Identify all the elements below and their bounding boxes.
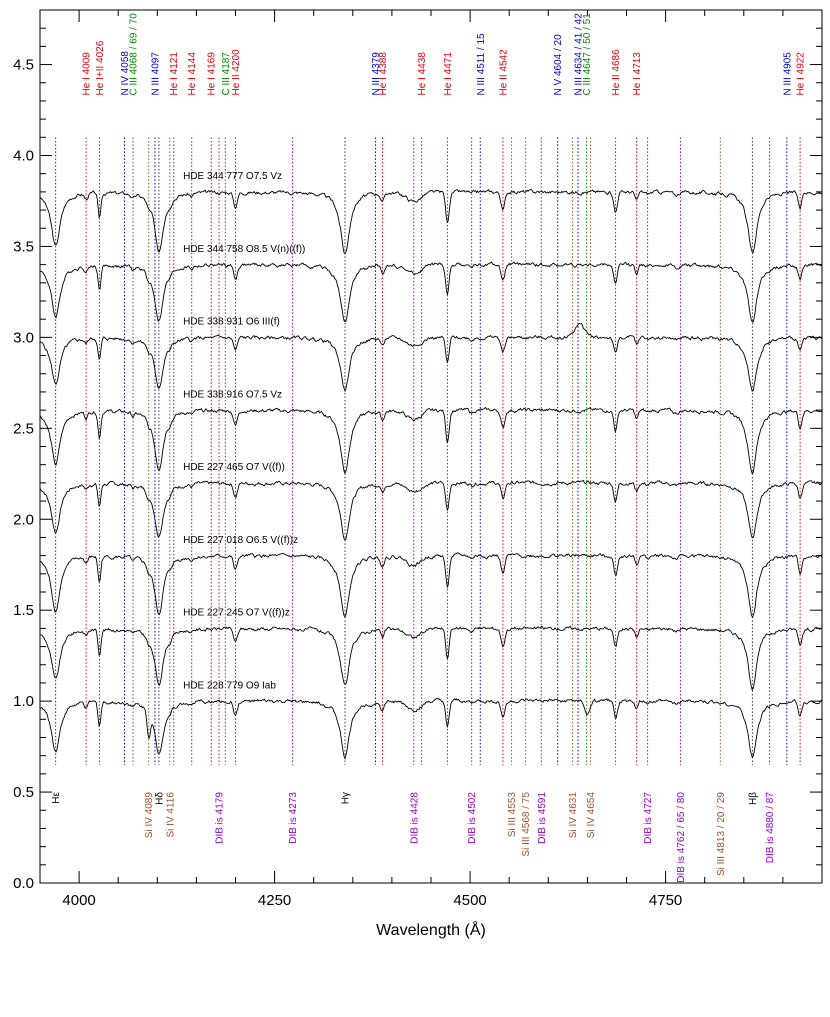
minor-ticks <box>39 9 823 883</box>
spectrum-label: HDE 338 916 O7.5 Vz <box>183 389 282 400</box>
x-tick-label: 4000 <box>62 892 95 909</box>
x-tick-labels: 4000 4250 4500 4750 <box>62 892 682 909</box>
bottom-line-label: Si IV 4631 <box>568 792 579 839</box>
top-line-label: He I 4169 <box>207 52 218 96</box>
y-tick-label: 2.0 <box>13 511 34 528</box>
bottom-line-label: DIB is 4502 <box>467 792 478 844</box>
bottom-line-label: Si IV 4089 <box>144 792 155 839</box>
balmer-label: Hε <box>51 792 62 804</box>
y-tick-label: 4.5 <box>13 57 34 74</box>
top-line-label: He I 4144 <box>187 52 198 96</box>
balmer-line-labels: Hε Hδ Hγ Hβ <box>51 792 759 806</box>
top-line-label: N III 4097 <box>150 52 161 96</box>
bottom-line-label: Si IV 4116 <box>165 792 176 838</box>
major-ticks <box>40 10 822 884</box>
top-line-label: He I 4009 <box>82 52 93 96</box>
spectrum-line <box>39 322 823 393</box>
y-tick-label: 3.5 <box>13 238 34 255</box>
y-tick-labels: 0.0 0.5 1.0 1.5 2.0 2.5 3.0 3.5 4.0 4.5 <box>13 57 34 892</box>
top-line-label: N V 4604 / 20 <box>553 34 564 96</box>
spectrum-label: HDE 228 779 O9 Iab <box>183 680 276 691</box>
balmer-label: Hγ <box>340 792 351 804</box>
bottom-line-label: Si III 4813 / 20 / 29 <box>716 792 727 876</box>
spectrum-line <box>39 479 823 541</box>
x-tick-label: 4750 <box>649 892 682 909</box>
spectrum-line <box>39 189 822 255</box>
top-line-label: He I 4922 <box>796 52 807 96</box>
y-tick-label: 2.5 <box>13 420 34 437</box>
top-line-label: N III 4511 / 15 <box>476 33 487 96</box>
y-tick-label: 1.5 <box>13 602 34 619</box>
balmer-label: Hβ <box>748 792 759 805</box>
spectrum-label: HDE 227 465 O7 V((f)) <box>183 462 285 473</box>
spectral-line-markers <box>55 137 801 765</box>
bottom-line-label: Si IV 4654 <box>586 792 597 839</box>
bottom-line-label: DIB is 4179 <box>215 792 226 844</box>
y-tick-label: 0.0 <box>13 875 34 892</box>
spectra: HDE 344 777 O7.5 Vz HDE 344 758 O8.5 V(n)… <box>39 171 823 760</box>
top-line-label: He I 4121 <box>169 52 180 96</box>
top-line-label: He II 4542 <box>498 49 509 96</box>
x-tick-label: 4250 <box>258 892 291 909</box>
spectrum-label: HDE 227 245 O7 V((f))z <box>183 608 290 619</box>
spectrum-line <box>39 261 822 323</box>
top-line-label: C III 4187 <box>221 52 232 96</box>
spectrum-line <box>39 697 823 760</box>
bottom-line-label: DIB is 4428 <box>409 792 420 844</box>
spectrum-line <box>39 625 822 691</box>
top-line-label: He I 4388 <box>378 52 389 96</box>
bottom-line-label: Si III 4568 / 75 <box>521 792 532 857</box>
y-tick-label: 0.5 <box>13 784 34 801</box>
spectrum-line <box>39 406 822 475</box>
spectrum-line <box>39 552 823 618</box>
top-line-label: He I 4438 <box>417 52 428 96</box>
x-tick-label: 4500 <box>453 892 486 909</box>
bottom-line-label: DIB is 4273 <box>288 792 299 844</box>
top-line-label: C III 4068 / 69 / 70 <box>129 13 140 96</box>
top-line-label: N III 4379 <box>371 52 382 96</box>
spectrum-label: HDE 344 777 O7.5 Vz <box>183 171 282 182</box>
top-line-label: C III 4647 / 50 / 51 <box>582 13 593 96</box>
top-line-label: He I 4713 <box>632 52 643 96</box>
bottom-line-label: DIB is 4591 <box>537 792 548 844</box>
top-line-label: He II 4200 <box>231 49 242 96</box>
bottom-line-label: Si III 4553 <box>507 792 518 837</box>
plot-frame <box>39 9 823 884</box>
y-tick-label: 1.0 <box>13 693 34 710</box>
bottom-line-label: DIB is 4762 / 65 / 80 <box>676 792 687 883</box>
top-line-label: N III 4905 <box>782 52 793 96</box>
top-line-label: He II 4686 <box>611 49 622 96</box>
y-tick-label: 3.0 <box>13 329 34 346</box>
spectrum-label: HDE 338 931 O6 III(f) <box>183 317 280 328</box>
spectrum-label: HDE 344 758 O8.5 V(n)((f)) <box>183 244 305 255</box>
bottom-line-label: DIB is 4727 <box>643 792 654 844</box>
y-tick-label: 4.0 <box>13 148 34 165</box>
top-line-label: He I 4471 <box>443 52 454 96</box>
bottom-line-label: DIB is 4880 / 87 <box>765 792 776 864</box>
spectrum-label: HDE 227 018 O6.5 V((f))z <box>183 535 298 546</box>
x-axis-title: Wavelength (Å) <box>376 920 486 939</box>
bottom-line-labels: Si IV 4089 Si IV 4116 DIB is 4179 DIB is 42… <box>144 792 776 883</box>
top-line-label: He I+II 4026 <box>95 40 106 95</box>
top-line-label: N III 4634 / 41 / 42 <box>574 13 585 96</box>
top-line-label: N IV 4058 <box>120 51 131 96</box>
balmer-label: Hδ <box>154 792 165 805</box>
